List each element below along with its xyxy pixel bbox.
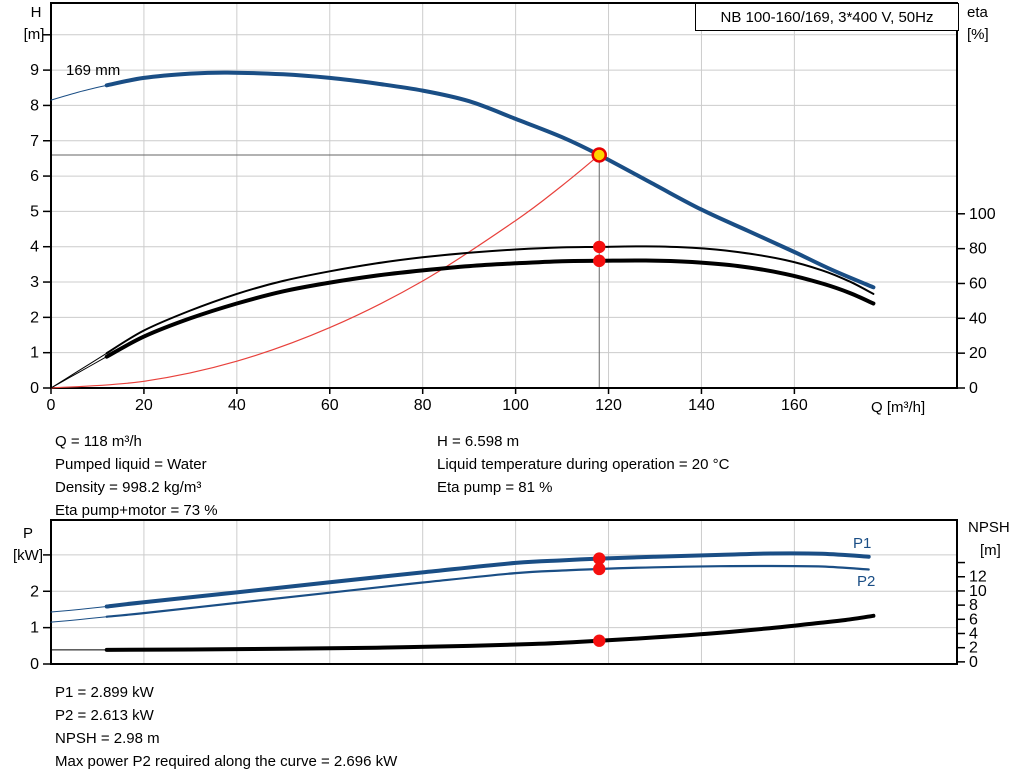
duty-point-eta-pump[interactable] (593, 240, 606, 254)
npsh-axis-unit: [m] (980, 542, 1001, 559)
duty-info-temperature: Liquid temperature during operation = 20… (437, 456, 730, 473)
y-left-tick-label: 8 (30, 97, 39, 114)
y-left-tick-label: 0 (30, 656, 39, 673)
y-right-tick-label: 40 (969, 310, 987, 327)
y-right-tick-label: 10 (969, 583, 987, 600)
y-left-tick-label: 0 (30, 380, 39, 397)
y-left-tick-label: 1 (30, 345, 39, 362)
power-info-p2: P2 = 2.613 kW (55, 707, 154, 724)
head-curve-169mm (104, 70, 876, 290)
y-left-tick-label: 1 (30, 620, 39, 637)
npsh-axis-label: NPSH (968, 519, 1010, 536)
duty-info-density: Density = 998.2 kg/m³ (55, 479, 202, 496)
y-left-tick-label: 2 (30, 583, 39, 600)
duty-point-eta-pump-motor[interactable] (593, 254, 606, 268)
x-tick-label: 20 (135, 397, 153, 414)
y-right-tick-label: 20 (969, 345, 987, 362)
head-eta-chart: 0 20 40 60 80 100 120 140 160 0 1 2 3 4 5 6 7 8 9 0 20 40 60 80… (30, 2, 996, 414)
x-tick-label: 0 (47, 397, 56, 414)
y-right-tick-label: 4 (969, 625, 978, 642)
y-right-tick-label: 80 (969, 241, 987, 258)
p1-power-curve-lead (50, 606, 108, 613)
p2-power-curve-lead (50, 616, 108, 623)
p-axis-unit: [kW] (13, 547, 43, 564)
power-info-p2max: Max power P2 required along the curve = … (55, 753, 398, 770)
impeller-diameter-label: 169 mm (66, 62, 121, 79)
p1-power-curve (104, 551, 871, 609)
y-right-tick-label: 2 (969, 640, 978, 657)
y-right-tick-label: 6 (969, 611, 978, 628)
duty-point-p1[interactable] (593, 552, 606, 565)
p2-curve-label: P2 (857, 573, 876, 590)
power-info-npsh: NPSH = 2.98 m (55, 730, 160, 747)
power-info-p1: P1 = 2.899 kW (55, 684, 154, 701)
x-tick-label: 40 (228, 397, 246, 414)
eta-axis-unit: [%] (967, 26, 989, 43)
duty-info-liquid: Pumped liquid = Water (55, 456, 207, 473)
p2-power-curve (105, 564, 870, 618)
plot-border (50, 519, 958, 665)
h-axis-unit: [m] (23, 26, 45, 43)
plot-border (50, 2, 958, 389)
power-info-block: P1 = 2.899 kW P2 = 2.613 kW NPSH = 2.98 … (55, 681, 397, 773)
duty-info-right-column: H = 6.598 m Liquid temperature during op… (437, 430, 729, 499)
p1-curve-label: P1 (853, 535, 872, 552)
y-right-tick-label: 100 (969, 206, 996, 223)
duty-info-head: H = 6.598 m (437, 433, 520, 450)
x-tick-label: 160 (781, 397, 808, 414)
y-left-tick-label: 3 (30, 274, 39, 291)
chart-title: NB 100-160/169, 3*400 V, 50Hz (720, 8, 934, 26)
duty-info-left-column: Q = 118 m³/h Pumped liquid = Water Densi… (55, 430, 218, 522)
y-right-tick-label: 12 (969, 569, 987, 586)
y-right-tick-label: 0 (969, 654, 978, 671)
head-curve-169mm-lead (50, 84, 108, 101)
h-axis-label: H (30, 4, 42, 21)
x-tick-label: 60 (321, 397, 339, 414)
x-tick-label: 100 (502, 397, 529, 414)
duty-info-eta-pump: Eta pump = 81 % (437, 479, 553, 496)
eta-pump-motor-curve (104, 258, 876, 359)
duty-info-eta-total: Eta pump+motor = 73 % (55, 502, 218, 519)
y-left-tick-label: 7 (30, 133, 39, 150)
p-axis-label: P (22, 525, 33, 542)
y-right-tick-label: 8 (969, 597, 978, 614)
npsh-curve (104, 613, 876, 652)
chart-title-box: NB 100-160/169, 3*400 V, 50Hz (695, 3, 959, 31)
system-curve (50, 154, 600, 389)
x-tick-label: 120 (595, 397, 622, 414)
y-right-tick-label: 60 (969, 275, 987, 292)
y-left-tick-label: 6 (30, 168, 39, 185)
x-tick-label: 80 (414, 397, 432, 414)
eta-axis-label: eta (967, 4, 988, 21)
y-left-tick-label: 4 (30, 239, 39, 256)
operating-point[interactable] (591, 147, 607, 163)
duty-point-npsh[interactable] (593, 634, 606, 647)
q-axis-label: Q [m³/h] (871, 399, 926, 416)
y-right-tick-label: 0 (969, 380, 978, 397)
y-left-tick-label: 5 (30, 203, 39, 220)
x-tick-label: 140 (688, 397, 715, 414)
y-left-tick-label: 2 (30, 309, 39, 326)
duty-info-flow: Q = 118 m³/h (55, 433, 142, 450)
y-left-tick-label: 9 (30, 62, 39, 79)
duty-point-p2[interactable] (593, 562, 606, 576)
eta-pump-motor-curve-lead (50, 356, 108, 389)
eta-pump-curve (105, 245, 875, 355)
